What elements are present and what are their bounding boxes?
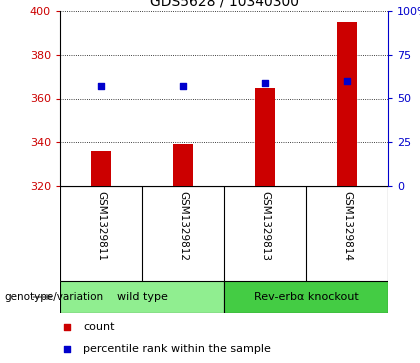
Point [344,78,350,84]
Text: Rev-erbα knockout: Rev-erbα knockout [254,292,358,302]
Text: count: count [83,322,115,331]
Bar [60,281,224,313]
Title: GDS5628 / 10340300: GDS5628 / 10340300 [150,0,299,8]
Text: genotype/variation: genotype/variation [4,292,103,302]
Point [97,83,104,89]
Bar [255,87,275,186]
Text: GSM1329812: GSM1329812 [178,191,188,261]
Text: wild type: wild type [117,292,168,302]
Bar [173,144,193,186]
Text: GSM1329813: GSM1329813 [260,191,270,261]
Bar [337,22,357,186]
Text: GSM1329814: GSM1329814 [342,191,352,261]
Point [280,251,287,257]
Text: percentile rank within the sample: percentile rank within the sample [83,344,271,354]
Bar [91,151,111,186]
Point [180,83,186,89]
Point [280,46,287,52]
Bar [224,281,388,313]
Point [262,80,268,86]
Text: GSM1329811: GSM1329811 [96,191,106,261]
